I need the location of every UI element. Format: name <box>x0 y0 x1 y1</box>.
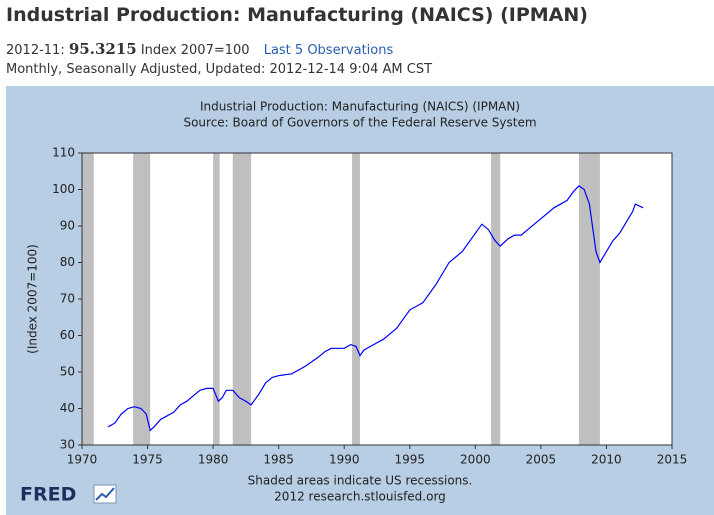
recession-note: Shaded areas indicate US recessions. <box>248 474 473 488</box>
x-tick-label: 1985 <box>263 453 294 467</box>
y-tick-label: 40 <box>60 401 75 415</box>
chart-subtitle: Source: Board of Governors of the Federa… <box>183 116 536 130</box>
page-title: Industrial Production: Manufacturing (NA… <box>6 4 588 26</box>
x-tick-label: 2000 <box>460 453 491 467</box>
logo-icon <box>93 484 117 504</box>
x-tick-label: 1975 <box>132 453 163 467</box>
recession-band <box>213 153 220 445</box>
observations-link[interactable]: Last 5 Observations <box>263 43 394 58</box>
logo-text: FRED <box>20 484 76 506</box>
y-tick-label: 60 <box>60 328 75 342</box>
recession-band <box>352 153 360 445</box>
details: Monthly, Seasonally Adjusted, Updated: 2… <box>6 62 433 77</box>
x-tick-label: 2015 <box>657 453 688 467</box>
chart: Industrial Production: Manufacturing (NA… <box>6 86 714 515</box>
units: Index 2007=100 <box>140 43 250 58</box>
plot-border <box>81 152 673 446</box>
recession-band <box>578 153 600 445</box>
source: 2012 research.stlouisfed.org <box>274 490 446 504</box>
x-tick-label: 1990 <box>329 453 360 467</box>
latest-observation: 2012-11: 95.3215 Index 2007=100 Last 5 O… <box>6 40 393 58</box>
x-tick-label: 2010 <box>591 453 622 467</box>
x-tick-label: 1995 <box>395 453 426 467</box>
y-tick-label: 30 <box>60 438 75 452</box>
value: 95.3215 <box>68 40 137 58</box>
series-line <box>107 185 644 432</box>
y-tick-label: 90 <box>60 219 75 233</box>
chart-title: Industrial Production: Manufacturing (NA… <box>200 100 520 114</box>
x-tick-label: 2005 <box>526 453 557 467</box>
y-tick-label: 50 <box>60 365 75 379</box>
plot-area <box>81 152 673 446</box>
logo-icon-line <box>95 487 115 501</box>
x-tick-label: 1980 <box>198 453 229 467</box>
recession-band <box>133 153 151 445</box>
recession-band <box>232 153 252 445</box>
recession-band <box>82 153 94 445</box>
y-axis-label: (Index 2007=100) <box>26 244 40 354</box>
x-tick-label: 1970 <box>67 453 98 467</box>
y-tick-label: 110 <box>52 146 75 160</box>
date: 2012-11: <box>6 43 65 58</box>
y-tick-label: 100 <box>52 182 75 196</box>
recession-band <box>491 153 501 445</box>
y-tick-label: 80 <box>60 255 75 269</box>
logo: FRED <box>20 484 117 506</box>
y-tick-label: 70 <box>60 292 75 306</box>
